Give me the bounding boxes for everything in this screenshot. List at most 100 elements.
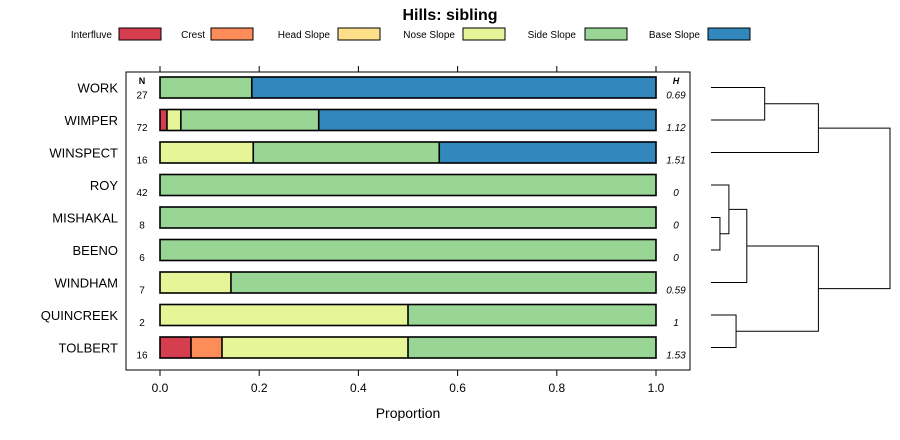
h-value: 1.51 bbox=[666, 156, 685, 167]
bar-outline bbox=[159, 108, 657, 132]
bar-segment-interfluve bbox=[160, 337, 191, 358]
row-tolbert: TOLBERT 16 1.53 bbox=[59, 336, 686, 362]
row-wimper: WIMPER 72 1.12 bbox=[65, 108, 686, 134]
x-tick-label: 0.0 bbox=[152, 381, 169, 395]
bar-segment-side-slope bbox=[160, 207, 656, 228]
x-tick-label: 0.8 bbox=[548, 381, 565, 395]
bar-segment-side-slope bbox=[408, 337, 656, 358]
legend-swatch bbox=[337, 27, 381, 41]
legend-item-base-slope: Base Slope bbox=[649, 27, 751, 41]
h-value: 1.53 bbox=[666, 351, 686, 362]
chart-title: Hills: sibling bbox=[402, 7, 497, 24]
h-value: 1.12 bbox=[666, 123, 686, 134]
row-windham: WINDHAM 7 0.59 bbox=[54, 271, 686, 297]
row-label: BEENO bbox=[72, 243, 118, 258]
row-winspect: WINSPECT 16 1.51 bbox=[49, 141, 686, 167]
legend-item-nose-slope: Nose Slope bbox=[403, 27, 506, 41]
row-label: QUINCREEK bbox=[41, 308, 119, 323]
h-value: 0.59 bbox=[666, 286, 686, 297]
row-label: MISHAKAL bbox=[52, 211, 118, 226]
legend-label: Crest bbox=[181, 30, 205, 41]
n-value: 27 bbox=[136, 91, 148, 102]
row-roy: ROY 42 0 bbox=[90, 173, 679, 199]
legend-label: Base Slope bbox=[649, 30, 701, 41]
bar-segment-nose-slope bbox=[160, 304, 408, 326]
bar-outline bbox=[159, 271, 657, 294]
h-value: 0 bbox=[673, 221, 679, 232]
bar-segment-nose-slope bbox=[160, 272, 231, 293]
bar-outline bbox=[159, 303, 657, 327]
bar-segment-side-slope bbox=[160, 77, 252, 98]
row-label: WINSPECT bbox=[49, 146, 118, 161]
bar-outline bbox=[159, 206, 657, 229]
dendrogram-branch bbox=[818, 127, 891, 290]
dendrogram-branch bbox=[711, 314, 737, 348]
n-value: 16 bbox=[136, 156, 148, 167]
n-column-header: N bbox=[139, 76, 146, 86]
n-value: 6 bbox=[139, 253, 145, 264]
legend-swatch bbox=[210, 27, 254, 41]
h-column-header: H bbox=[673, 76, 680, 86]
bar-segment-nose-slope bbox=[166, 109, 181, 131]
row-quincreek: QUINCREEK 2 1 bbox=[41, 303, 679, 329]
row-label: TOLBERT bbox=[59, 341, 119, 356]
dendrogram bbox=[711, 87, 891, 348]
legend-item-interfluve: Interfluve bbox=[71, 27, 162, 41]
bar-segment-base-slope bbox=[439, 142, 656, 163]
bar-outline bbox=[159, 173, 657, 197]
row-label: WIMPER bbox=[65, 113, 118, 128]
n-value: 8 bbox=[139, 221, 145, 232]
x-tick-label: 0.6 bbox=[449, 381, 466, 395]
plot-panel bbox=[125, 71, 691, 371]
bar-segment-crest bbox=[191, 337, 222, 358]
bar-segment-interfluve bbox=[160, 109, 167, 131]
n-value: 72 bbox=[136, 123, 148, 134]
legend-item-side-slope: Side Slope bbox=[528, 27, 628, 41]
legend-label: Head Slope bbox=[278, 30, 331, 41]
legend-swatch bbox=[707, 27, 751, 41]
legend-label: Nose Slope bbox=[403, 30, 455, 41]
bar-outline bbox=[159, 76, 657, 99]
row-mishakal: MISHAKAL 8 0 bbox=[52, 206, 679, 232]
bar-segment-side-slope bbox=[180, 109, 319, 131]
row-label: WINDHAM bbox=[54, 276, 118, 291]
bar-segment-nose-slope bbox=[222, 337, 408, 358]
bar-segment-side-slope bbox=[160, 239, 656, 261]
legend-label: Interfluve bbox=[71, 30, 113, 41]
bar-segment-side-slope bbox=[253, 142, 440, 163]
h-value: 0 bbox=[673, 253, 679, 264]
dendrogram-branch bbox=[736, 245, 819, 332]
bar-segment-base-slope bbox=[251, 77, 656, 98]
dendrogram-branch bbox=[711, 87, 766, 121]
bar-outline bbox=[159, 141, 657, 164]
x-tick-label: 0.4 bbox=[350, 381, 367, 395]
row-work: WORK 27 0.69 bbox=[78, 76, 686, 102]
x-tick-label: 1.0 bbox=[648, 381, 665, 395]
bar-outline bbox=[159, 238, 657, 262]
bar-segment-base-slope bbox=[318, 109, 656, 131]
bar-outline bbox=[159, 336, 657, 359]
top-ticks bbox=[159, 66, 657, 72]
n-value: 42 bbox=[136, 188, 148, 199]
x-tick-label: 0.2 bbox=[251, 381, 268, 395]
x-axis: 0.0 0.2 0.4 0.6 0.8 1.0 bbox=[152, 370, 665, 395]
n-value: 7 bbox=[139, 286, 145, 297]
h-value: 0.69 bbox=[666, 91, 686, 102]
bar-segment-side-slope bbox=[408, 304, 656, 326]
legend-swatch bbox=[462, 27, 506, 41]
bar-segment-side-slope bbox=[160, 174, 656, 196]
bar-segment-side-slope bbox=[230, 272, 657, 293]
n-value: 16 bbox=[136, 351, 148, 362]
legend-swatch bbox=[584, 27, 628, 41]
h-value: 0 bbox=[673, 188, 679, 199]
legend-label: Side Slope bbox=[528, 30, 577, 41]
legend: Interfluve Crest Head Slope Nose Slope Side … bbox=[71, 27, 751, 41]
row-label: WORK bbox=[78, 81, 119, 96]
n-value: 2 bbox=[139, 318, 145, 329]
bar-segment-nose-slope bbox=[160, 142, 254, 163]
row-beeno: BEENO 6 0 bbox=[72, 238, 679, 264]
dendrogram-branch bbox=[711, 217, 721, 251]
legend-item-head-slope: Head Slope bbox=[278, 27, 381, 41]
